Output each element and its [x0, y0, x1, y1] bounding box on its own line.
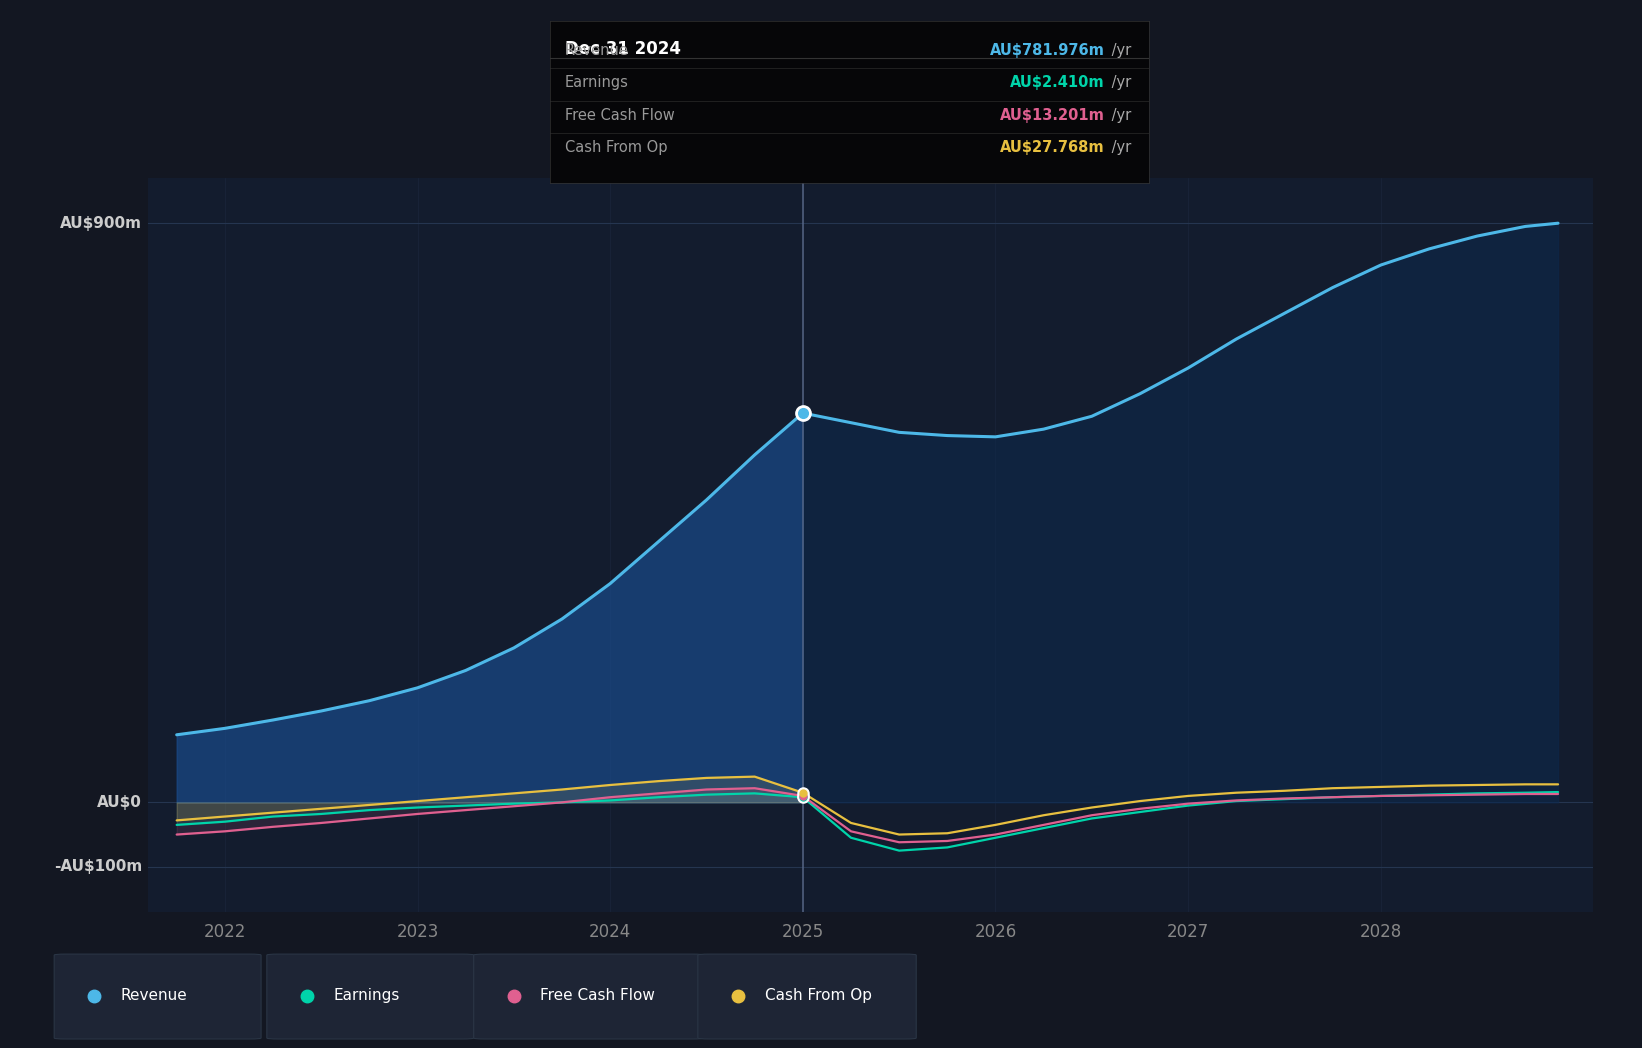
- Text: /yr: /yr: [1107, 140, 1131, 155]
- Text: Analysts Forecasts: Analysts Forecasts: [808, 146, 975, 163]
- FancyBboxPatch shape: [54, 954, 261, 1039]
- FancyBboxPatch shape: [475, 954, 703, 1039]
- Text: -AU$100m: -AU$100m: [54, 859, 141, 874]
- Text: AU$900m: AU$900m: [61, 216, 141, 231]
- Text: AU$2.410m: AU$2.410m: [1010, 75, 1105, 90]
- Text: Revenue: Revenue: [565, 43, 629, 58]
- Text: Revenue: Revenue: [122, 988, 187, 1003]
- Text: Past: Past: [755, 146, 798, 163]
- FancyBboxPatch shape: [266, 954, 475, 1039]
- Text: Free Cash Flow: Free Cash Flow: [565, 108, 675, 123]
- Text: Dec 31 2024: Dec 31 2024: [565, 41, 681, 59]
- Text: Earnings: Earnings: [333, 988, 401, 1003]
- Text: Cash From Op: Cash From Op: [765, 988, 872, 1003]
- Text: AU$13.201m: AU$13.201m: [1000, 108, 1105, 123]
- Text: Free Cash Flow: Free Cash Flow: [540, 988, 655, 1003]
- Text: Earnings: Earnings: [565, 75, 629, 90]
- FancyBboxPatch shape: [698, 954, 916, 1039]
- Text: AU$0: AU$0: [97, 794, 141, 810]
- Text: AU$27.768m: AU$27.768m: [1000, 140, 1105, 155]
- Text: /yr: /yr: [1107, 43, 1131, 58]
- Text: Cash From Op: Cash From Op: [565, 140, 668, 155]
- Text: AU$781.976m: AU$781.976m: [990, 43, 1105, 58]
- Text: /yr: /yr: [1107, 108, 1131, 123]
- Text: /yr: /yr: [1107, 75, 1131, 90]
